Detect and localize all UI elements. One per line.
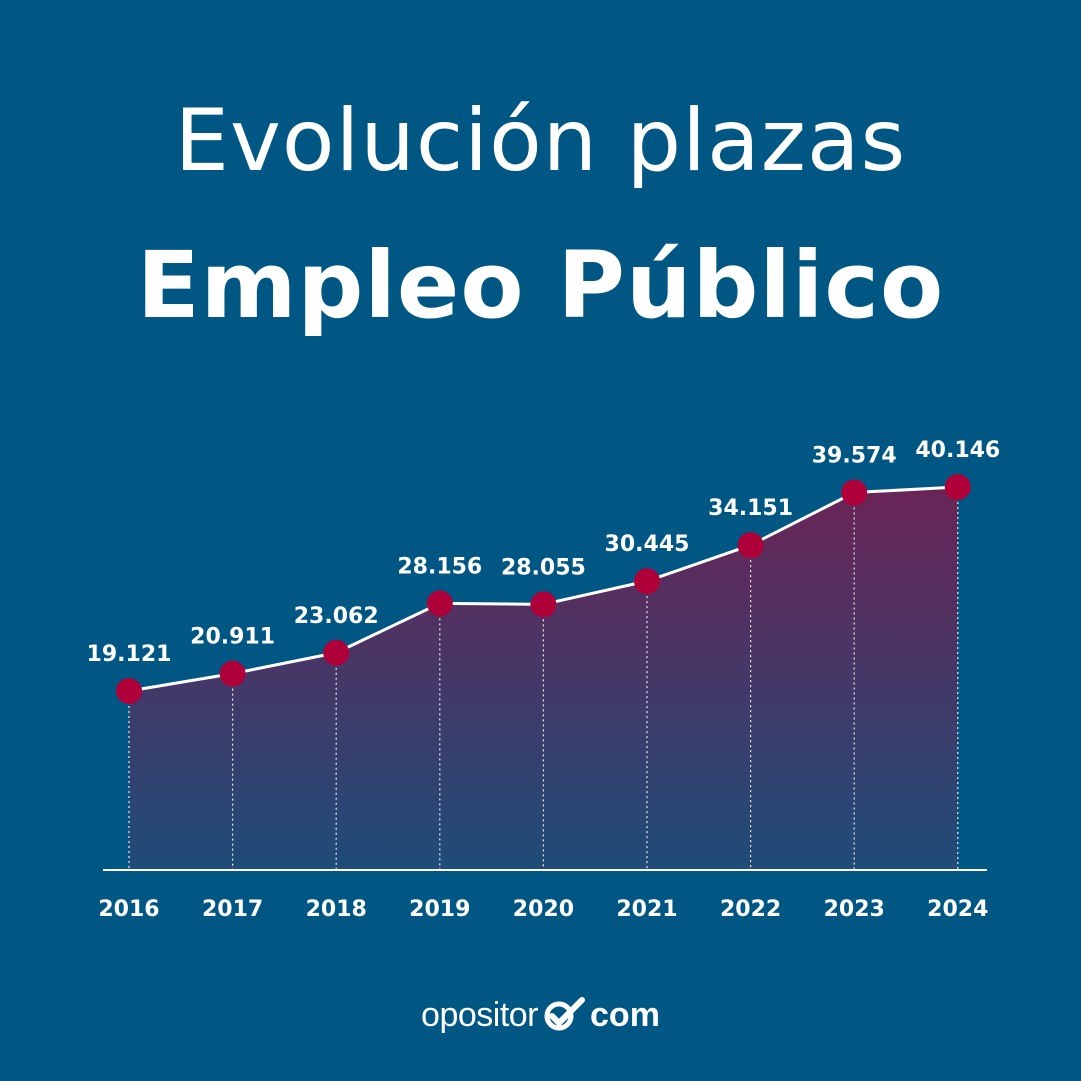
data-markers [116, 474, 971, 704]
logo-text: opositor [421, 996, 539, 1034]
check-circle-icon [542, 996, 586, 1035]
brand-logo[interactable]: opositor com [0, 996, 1081, 1035]
data-label-2022: 34.151 [708, 496, 793, 521]
data-point-2018 [323, 639, 350, 666]
data-point-2017 [219, 660, 246, 687]
logo-suffix: com [590, 996, 660, 1034]
data-point-2021 [634, 568, 660, 595]
guide-lines [128, 487, 959, 870]
x-tick-2016: 2016 [98, 897, 159, 922]
data-label-2017: 20.911 [190, 625, 275, 650]
data-point-2016 [116, 678, 142, 704]
data-point-2024 [944, 474, 971, 500]
data-labels: 19.121 20.911 23.062 28.156 28.055 30.445 34.1… [87, 438, 1001, 667]
x-tick-2022: 2022 [720, 897, 781, 922]
title-line-1: Evolución plazas [174, 91, 907, 191]
data-label-2021: 30.445 [605, 532, 690, 557]
x-tick-2021: 2021 [616, 897, 677, 922]
data-point-2019 [426, 590, 453, 617]
data-label-2016: 19.121 [87, 642, 172, 667]
x-tick-2019: 2019 [409, 897, 470, 922]
data-label-2020: 28.055 [501, 555, 586, 580]
data-label-2024: 40.146 [915, 438, 1000, 463]
data-point-2022 [737, 532, 764, 559]
data-label-2023: 39.574 [812, 444, 897, 469]
title-line-2: Empleo Público [136, 232, 945, 339]
data-label-2019: 28.156 [397, 554, 482, 579]
data-point-2020 [530, 591, 557, 618]
x-tick-labels: 2016 2017 2018 2019 2020 2021 2022 2023 2024 [98, 897, 988, 922]
area-fill [129, 487, 958, 870]
x-tick-2017: 2017 [202, 897, 263, 922]
data-point-2023 [841, 479, 868, 506]
area-layer [129, 487, 958, 870]
x-tick-2024: 2024 [927, 897, 988, 922]
x-tick-2018: 2018 [306, 897, 367, 922]
x-tick-2020: 2020 [513, 897, 574, 922]
data-label-2018: 23.062 [294, 604, 379, 629]
x-tick-2023: 2023 [824, 897, 885, 922]
